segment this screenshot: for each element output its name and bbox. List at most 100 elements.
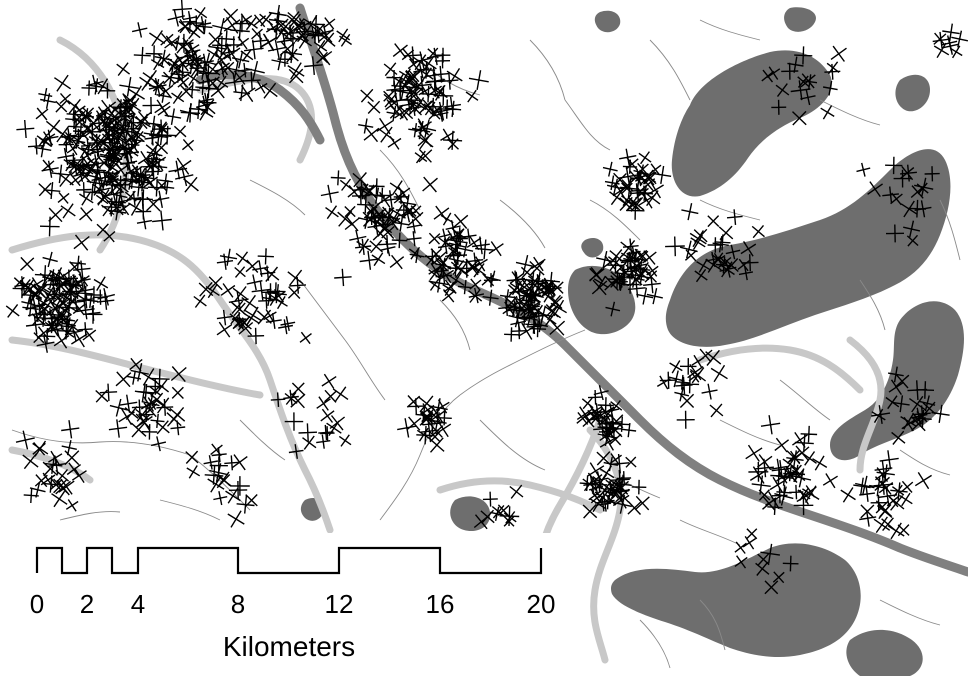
site-marker-x xyxy=(238,316,250,328)
site-marker-x xyxy=(321,373,337,389)
site-marker-x xyxy=(31,312,45,326)
site-marker-plus xyxy=(142,96,160,115)
site-marker-x xyxy=(214,75,229,90)
site-marker-x xyxy=(207,475,225,493)
site-marker-plus xyxy=(76,182,92,198)
site-marker-plus xyxy=(194,16,212,33)
site-marker-x xyxy=(142,402,158,418)
site-marker-x xyxy=(465,258,480,274)
site-marker-plus xyxy=(433,263,449,279)
site-marker-x xyxy=(885,395,900,410)
site-marker-x xyxy=(593,275,609,291)
site-marker-x xyxy=(531,256,546,272)
site-markers-layer xyxy=(5,0,968,595)
site-marker-plus xyxy=(34,140,52,158)
site-marker-plus xyxy=(607,256,625,274)
site-marker-x xyxy=(79,191,94,206)
site-marker-plus xyxy=(236,495,255,514)
site-marker-plus xyxy=(741,254,759,272)
site-marker-x xyxy=(412,54,429,71)
site-marker-plus xyxy=(213,491,228,506)
site-marker-plus xyxy=(907,380,928,400)
site-marker-plus xyxy=(245,60,265,81)
site-marker-x xyxy=(60,203,76,219)
site-marker-plus xyxy=(147,178,166,197)
site-marker-x xyxy=(339,178,353,191)
site-marker-plus xyxy=(133,46,151,64)
site-marker-x xyxy=(408,70,420,83)
site-marker-plus xyxy=(855,475,875,496)
site-marker-plus xyxy=(284,412,304,431)
site-marker-plus xyxy=(150,436,167,452)
site-marker-x xyxy=(122,101,136,116)
site-marker-plus xyxy=(738,266,754,281)
site-marker-x xyxy=(39,270,55,286)
site-marker-x xyxy=(914,472,932,490)
site-marker-x xyxy=(442,281,457,296)
site-marker-x xyxy=(428,278,441,291)
lake-small-1 xyxy=(581,238,604,258)
site-marker-x xyxy=(822,473,838,489)
lake-southeast xyxy=(611,543,861,658)
site-marker-x xyxy=(452,213,469,229)
scalebar: 0 2 4 8 12 16 20 Kilometers xyxy=(30,546,555,662)
site-marker-x xyxy=(891,484,905,498)
site-marker-x xyxy=(620,239,637,257)
site-marker-plus xyxy=(887,366,904,383)
site-marker-x xyxy=(320,32,336,49)
site-marker-plus xyxy=(676,410,695,429)
site-marker-x xyxy=(53,278,69,294)
site-marker-plus xyxy=(15,430,35,450)
site-marker-plus xyxy=(522,270,543,291)
site-marker-plus xyxy=(197,52,217,72)
site-marker-x xyxy=(316,49,333,66)
site-marker-plus xyxy=(621,423,637,438)
site-marker-plus xyxy=(358,118,374,134)
site-marker-x xyxy=(527,299,541,313)
site-marker-plus xyxy=(61,319,76,334)
site-marker-plus xyxy=(466,252,484,269)
site-marker-x xyxy=(407,211,424,227)
site-marker-plus xyxy=(151,190,170,209)
site-marker-x xyxy=(121,145,135,159)
site-marker-plus xyxy=(320,184,339,203)
site-marker-x xyxy=(35,107,49,121)
site-marker-plus xyxy=(195,79,211,96)
site-marker-x xyxy=(420,411,434,425)
site-marker-x xyxy=(115,97,129,112)
site-marker-x xyxy=(894,373,910,389)
site-marker-x xyxy=(428,267,441,281)
site-marker-plus xyxy=(36,334,55,353)
site-marker-plus xyxy=(529,320,547,338)
site-marker-x xyxy=(404,70,418,84)
site-marker-x xyxy=(745,444,763,462)
site-marker-x xyxy=(81,122,94,136)
site-marker-plus xyxy=(175,167,194,187)
site-marker-x xyxy=(629,196,645,212)
site-marker-plus xyxy=(885,224,905,243)
site-marker-x xyxy=(55,479,71,496)
site-marker-x xyxy=(582,476,597,492)
site-marker-x xyxy=(34,474,48,488)
site-marker-x xyxy=(223,45,241,63)
site-marker-plus xyxy=(145,45,163,63)
site-marker-x xyxy=(906,234,919,247)
site-marker-plus xyxy=(859,509,877,527)
site-marker-plus xyxy=(247,327,265,345)
site-marker-plus xyxy=(174,33,194,53)
site-marker-plus xyxy=(681,203,699,221)
site-marker-x xyxy=(186,465,201,479)
site-marker-x xyxy=(609,433,622,446)
site-marker-plus xyxy=(482,289,499,306)
site-marker-plus xyxy=(484,270,501,287)
site-marker-x xyxy=(77,144,92,159)
site-marker-x xyxy=(325,205,339,220)
site-marker-x xyxy=(742,536,757,550)
site-marker-plus xyxy=(679,240,698,259)
site-marker-x xyxy=(93,133,108,148)
site-marker-x xyxy=(344,205,356,218)
site-marker-x xyxy=(115,371,132,388)
site-marker-x xyxy=(324,389,338,403)
site-marker-x xyxy=(205,283,220,299)
site-marker-x xyxy=(259,33,278,52)
